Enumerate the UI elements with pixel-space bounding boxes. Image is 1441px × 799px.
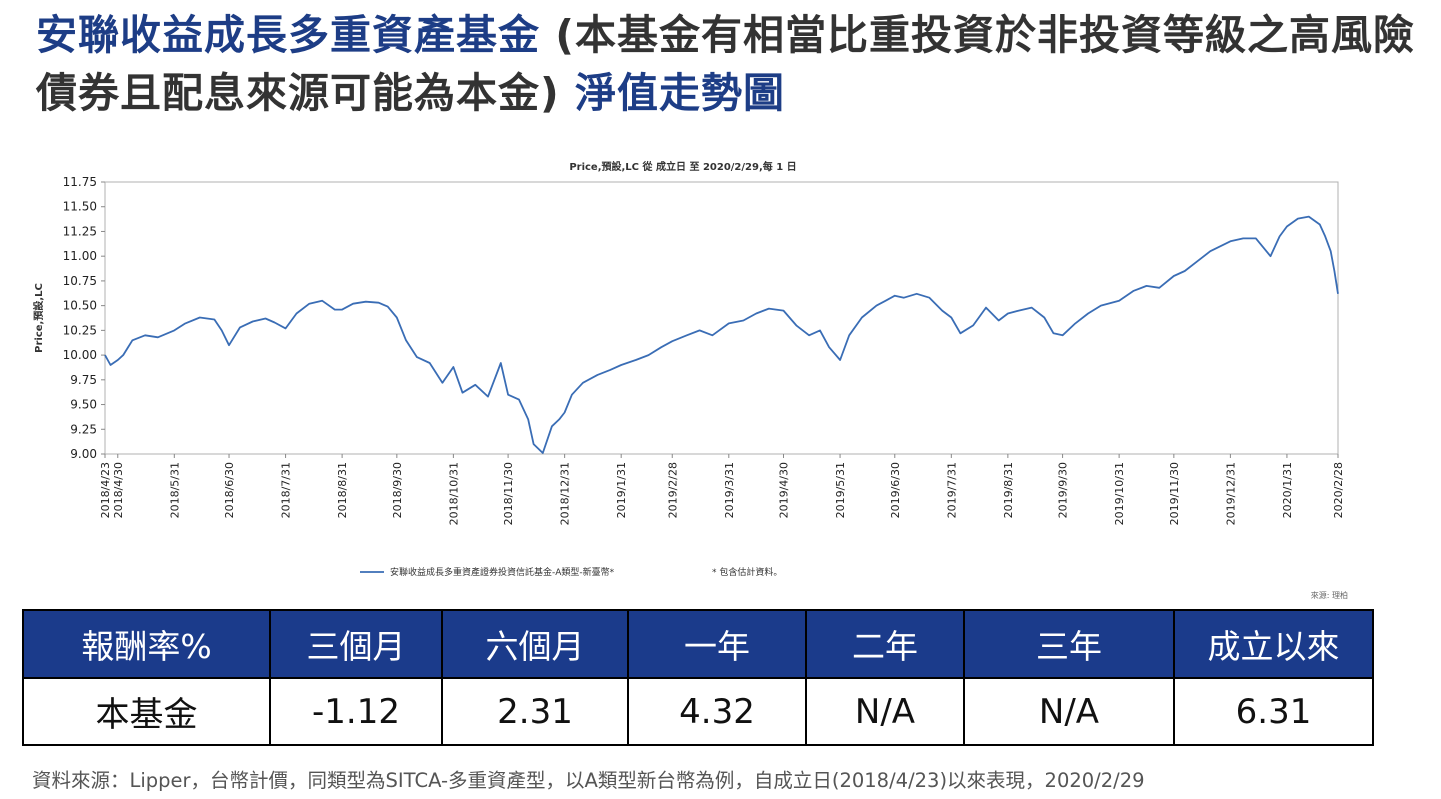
legend-estimate-note: * 包含估計資料。 (712, 566, 782, 578)
cell-six-months: 2.31 (441, 677, 629, 746)
y-tick-label: 9.50 (70, 398, 97, 412)
y-tick-label: 11.75 (63, 175, 97, 189)
cell-three-months: -1.12 (269, 677, 443, 746)
page-title: 安聯收益成長多重資產基金 (本基金有相當比重投資於非投資等級之高風險債券且配息來… (36, 6, 1426, 122)
x-tick-label: 2018/4/23 (99, 462, 112, 518)
y-axis-label: Price,預設,LC (32, 283, 45, 353)
x-tick-label: 2019/3/31 (723, 462, 736, 518)
x-tick-label: 2018/6/30 (223, 462, 236, 518)
x-tick-label: 2019/7/31 (945, 462, 958, 518)
return-table-header-row: 報酬率% 三個月 六個月 一年 二年 三年 成立以來 (22, 609, 1374, 679)
table-row: 本基金 -1.12 2.31 4.32 N/A N/A 6.31 (22, 677, 1374, 746)
cell-two-years: N/A (805, 677, 965, 746)
chart-source-note: 來源: 理柏 (1311, 590, 1348, 600)
y-tick-label: 11.25 (63, 224, 97, 238)
title-fund-name: 安聯收益成長多重資產基金 (36, 11, 540, 59)
x-tick-label: 2020/2/28 (1332, 462, 1345, 518)
y-axis: 11.75 11.50 11.25 11.00 10.75 10.50 10.25 10.00… (63, 175, 105, 461)
x-tick-label: 2018/7/31 (280, 462, 293, 518)
y-tick-label: 9.25 (70, 422, 97, 436)
x-axis: 2018/4/23 2018/4/30 2018/5/31 2018/6/30 2018… (99, 454, 1345, 525)
x-tick-label: 2018/5/31 (168, 462, 181, 518)
header-three-months: 三個月 (269, 609, 443, 679)
source-footnote: 資料來源：Lipper，台幣計價，同類型為SITCA-多重資產型，以A類型新台幣… (32, 769, 1145, 792)
x-tick-label: 2019/6/30 (889, 462, 902, 518)
x-tick-label: 2018/12/31 (559, 462, 572, 525)
x-tick-label: 2019/9/30 (1057, 462, 1070, 518)
x-tick-label: 2018/8/31 (336, 462, 349, 518)
header-two-years: 二年 (805, 609, 965, 679)
x-tick-label: 2018/9/30 (391, 462, 404, 518)
title-nav-trend: 淨值走勢圖 (575, 69, 786, 117)
cell-since-inception: 6.31 (1173, 677, 1374, 746)
header-one-year: 一年 (627, 609, 807, 679)
x-tick-label: 2019/11/30 (1168, 462, 1181, 525)
header-six-months: 六個月 (441, 609, 629, 679)
plot-area (104, 181, 1339, 455)
y-tick-label: 10.00 (63, 348, 97, 362)
x-tick-label: 2019/4/30 (778, 462, 791, 518)
y-tick-label: 10.75 (63, 274, 97, 288)
header-since-inception: 成立以來 (1173, 609, 1374, 679)
x-tick-label: 2018/4/30 (112, 462, 125, 518)
return-table: 報酬率% 三個月 六個月 一年 二年 三年 成立以來 本基金 -1.12 2.3… (22, 609, 1374, 746)
y-tick-label: 9.00 (70, 447, 97, 461)
title-disclaimer: (本基金有相當比重投資於非投資等級之高風險債券且配息來源可能為本金) (36, 11, 1416, 117)
x-tick-label: 2019/2/28 (666, 462, 679, 518)
x-tick-label: 2019/12/31 (1224, 462, 1237, 525)
x-tick-label: 2018/10/31 (447, 462, 460, 525)
y-tick-label: 9.75 (70, 373, 97, 387)
header-return-pct: 報酬率% (22, 609, 271, 679)
x-tick-label: 2019/10/31 (1113, 462, 1126, 525)
y-tick-label: 10.25 (63, 323, 97, 337)
chart-title: Price,預設,LC 從 成立日 至 2020/2/29,每 1 日 (569, 160, 796, 173)
legend-series-name: 安聯收益成長多重資產證券投資信託基金-A類型-新臺幣* (390, 566, 615, 578)
nav-line-chart: Price,預設,LC 從 成立日 至 2020/2/29,每 1 日 Pric… (32, 160, 1348, 600)
header-three-years: 三年 (963, 609, 1175, 679)
x-tick-label: 2019/8/31 (1002, 462, 1015, 518)
cell-fund-name: 本基金 (22, 677, 271, 746)
y-tick-label: 11.00 (63, 249, 97, 263)
cell-three-years: N/A (963, 677, 1175, 746)
y-tick-label: 11.50 (63, 200, 97, 214)
y-tick-label: 10.50 (63, 299, 97, 313)
x-tick-label: 2020/1/31 (1281, 462, 1294, 518)
x-tick-label: 2018/11/30 (502, 462, 515, 525)
cell-one-year: 4.32 (627, 677, 807, 746)
x-tick-label: 2019/1/31 (615, 462, 628, 518)
nav-series-line (104, 215, 1339, 454)
x-tick-label: 2019/5/31 (834, 462, 847, 518)
